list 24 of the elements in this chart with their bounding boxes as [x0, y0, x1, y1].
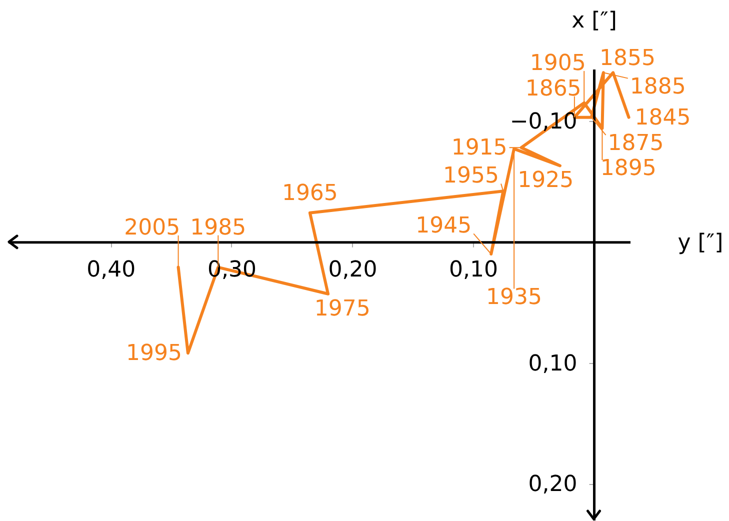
annotation: 1935 — [486, 284, 542, 310]
annotation: 1865 — [525, 76, 582, 102]
annotation: 1995 — [126, 341, 182, 366]
annotation: 1965 — [282, 180, 338, 206]
annotation: 1875 — [608, 131, 664, 156]
annotation: 1915 — [451, 136, 508, 161]
y-tick-label: 0,20 — [528, 472, 578, 498]
annotation: 1885 — [630, 74, 686, 100]
y-tick-label: 0,10 — [528, 351, 578, 376]
annotation: 1845 — [634, 105, 691, 130]
annotation: 1925 — [518, 168, 574, 194]
annotation: 1855 — [599, 46, 656, 72]
annotation: 1985 — [190, 215, 246, 240]
annotation: 1895 — [600, 156, 656, 182]
y-axis-title: x [″] — [572, 8, 617, 34]
annotation: 1945 — [416, 214, 472, 239]
annotation: 2005 — [124, 215, 180, 240]
x-tick-label: 0,20 — [328, 257, 378, 282]
x-tick-label: 0,10 — [449, 257, 498, 282]
annotation: 1955 — [443, 164, 500, 189]
x-tick-label: 0,40 — [86, 257, 136, 282]
annotation: 1905 — [530, 50, 586, 76]
x-axis-title: y [″] — [678, 230, 724, 256]
annotation: 1975 — [314, 296, 370, 322]
